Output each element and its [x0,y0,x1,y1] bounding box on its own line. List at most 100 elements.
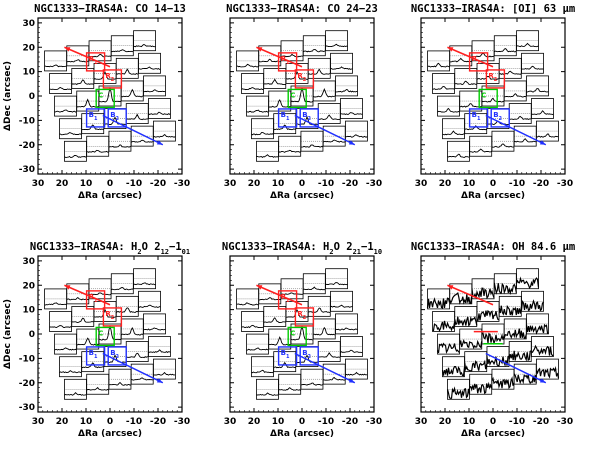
spaxel-spectrum [454,80,477,85]
panel-title: NGC1333−IRAS4A: CO 14−13 [34,3,186,15]
spaxel [447,140,470,162]
region-label: R2 [297,72,306,83]
x-tick-label: -20 [150,417,166,427]
red-outflow-arrow-head [447,285,454,290]
x-tick-label: 0 [490,417,496,427]
spaxel [471,40,495,62]
spaxel [153,120,176,142]
x-tick-label: -10 [318,179,334,189]
region-label: B1 [281,349,290,360]
spaxel [322,363,346,385]
spaxel [481,323,505,345]
region-label: B2 [110,349,119,360]
spaxel [469,135,493,157]
spaxel-spectrum [71,79,94,86]
spaxel [59,118,82,140]
spaxel [54,95,77,117]
y-tick-label: 30 [22,19,35,29]
region-label-sub: 1 [94,298,98,304]
spaxel [251,356,274,378]
spaxel-spectrum [335,327,358,331]
x-tick-label: 30 [415,417,428,427]
spaxel-spectrum [263,317,286,323]
spaxel-spectrum [526,88,549,93]
spaxel-spectrum [138,66,161,70]
region-box [85,108,106,128]
region-label: R2 [297,310,306,321]
x-tick-label: 0 [490,179,496,189]
spaxel-spectrum [531,344,554,357]
blue-outflow-arrow-head [156,140,163,145]
x-tick-label: 20 [56,179,69,189]
spaxel [491,368,515,390]
spaxel-spectrum [454,315,478,327]
spaxel [307,57,331,79]
y-tick-label: 20 [22,43,35,53]
spaxel-spectrum [498,304,522,316]
x-tick-label: -10 [126,179,142,189]
spaxel-spectrum [323,376,346,381]
spaxel [317,341,341,362]
spaxel [44,50,67,72]
spaxel-spectrum [236,302,259,306]
region-label-sub: 1 [94,116,98,122]
blue-outflow-arrow [485,352,547,384]
spaxel-spectrum [236,63,259,68]
spaxel-spectrum [81,362,104,369]
spaxel [241,311,264,332]
spaxel-spectrum [504,93,527,98]
red-outflow-arrow [447,284,494,306]
region-box [85,290,106,310]
spaxel-spectrum [318,114,341,121]
spaxel-spectrum [256,154,279,158]
red-outflow-arrow-head [256,285,263,290]
spaxel-spectrum [432,86,455,90]
region-box [95,88,115,109]
spaxel-spectrum [308,68,331,75]
y-tick-label: -30 [19,165,35,175]
spaxel-spectrum [59,132,82,136]
spaxel-spectrum [330,66,353,70]
x-tick-label: 0 [299,179,305,189]
x-tick-label: 0 [299,417,305,427]
spaxel [86,135,110,157]
spaxel-spectrum [86,149,109,153]
spaxel [133,268,156,290]
spaxel [471,278,495,300]
panel-title: NGC1333−IRAS4A: [OI] 63 μm [411,3,575,15]
spaxel [503,80,527,102]
spaxel-spectrum [126,352,149,359]
spaxel [268,328,292,350]
spaxel-spectrum [476,75,500,80]
spaxel [236,288,259,310]
spaxel-spectrum [241,87,264,91]
spaxel [498,57,522,79]
spaxel [469,373,493,395]
spaxel-spectrum [503,328,527,339]
spaxel-spectrum [130,139,154,143]
x-tick-label: 10 [463,179,476,189]
spaxel-spectrum [93,71,117,80]
spaxel-spectrum [273,124,296,131]
spaxel [138,290,161,312]
x-tick-label: 0 [107,179,113,189]
x-axis-label: ΔRa (arcsec) [270,191,334,201]
y-tick-label: 0 [29,92,35,102]
spaxel [302,35,326,57]
spaxel-spectrum [449,291,473,305]
spaxel-spectrum [280,53,304,58]
blue-outflow-arrow-head [348,140,355,145]
spaxel [246,333,269,355]
spaxel-spectrum [427,62,450,68]
red-outflow-arrow-head [256,47,263,52]
region-label: B2 [302,349,311,360]
spaxel-spectrum [469,381,493,395]
spaxel [312,80,336,102]
x-tick-label: 30 [415,179,428,189]
region-label-sub: 1 [286,298,290,304]
spaxel-spectrum [447,153,470,158]
y-tick-label: 10 [22,306,35,316]
spaxel [307,295,331,317]
spaxel [86,373,110,395]
